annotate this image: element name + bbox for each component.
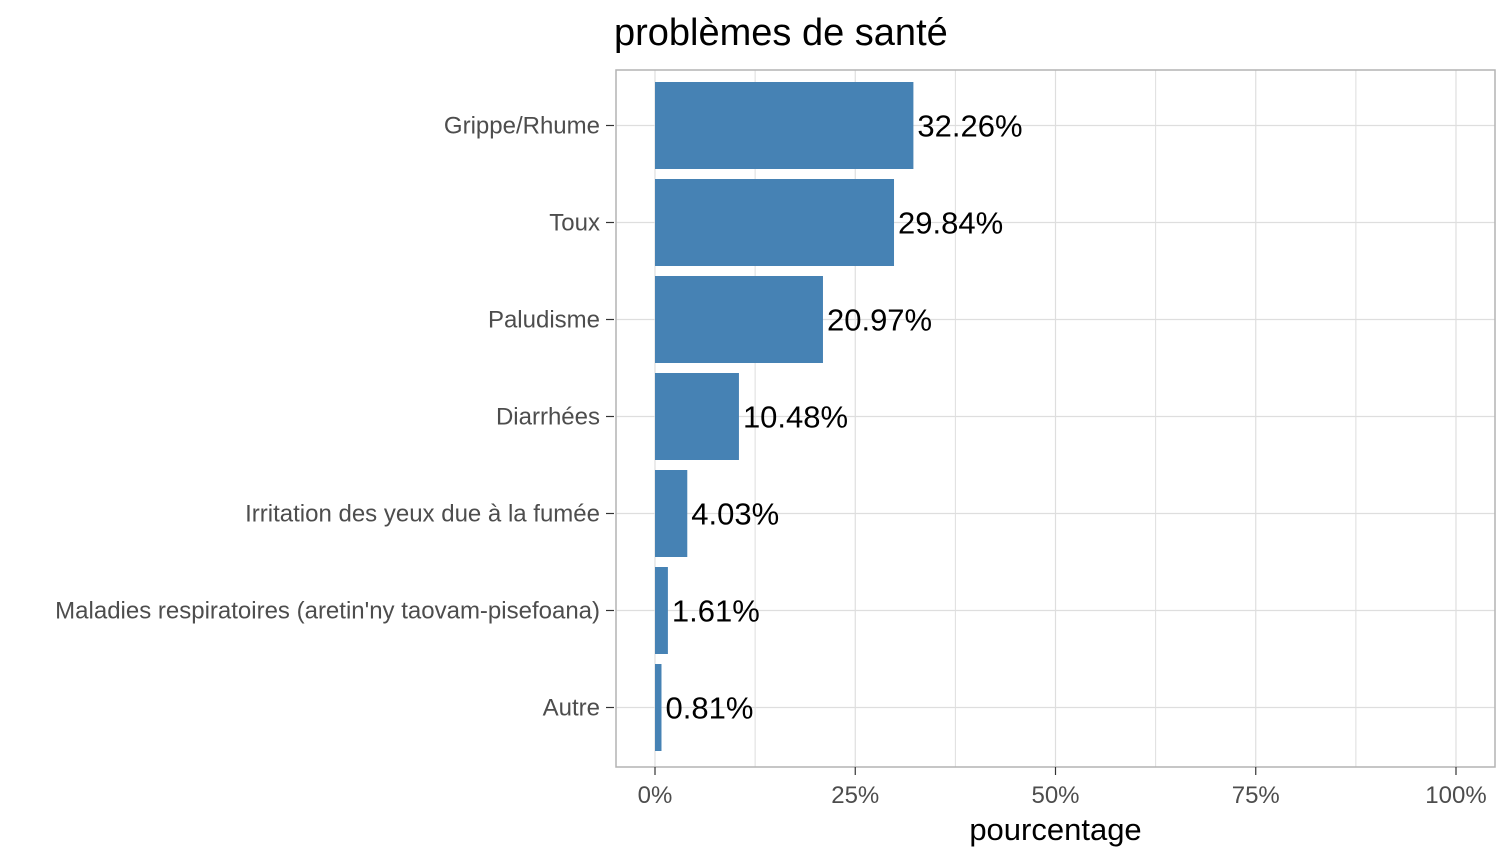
x-axis-ticks: 0% 25% 50% 75% 100% [638, 767, 1487, 809]
bar [655, 179, 895, 266]
y-tick-label: Toux [549, 210, 600, 237]
bar [655, 664, 662, 751]
x-axis-title: pourcentage [969, 812, 1141, 847]
bars [655, 82, 914, 751]
y-tick-label: Irritation des yeux due à la fumée [245, 501, 600, 528]
x-tick-label: 0% [638, 782, 673, 809]
y-tick-label: Diarrhées [496, 404, 600, 431]
bar [655, 567, 668, 654]
bar [655, 276, 823, 363]
grid-lines [616, 70, 1495, 767]
bar [655, 373, 739, 460]
data-label: 4.03% [691, 497, 779, 532]
data-label: 10.48% [743, 400, 848, 435]
y-tick-label: Maladies respiratoires (aretin'ny taovam… [55, 598, 600, 625]
y-tick-label: Paludisme [488, 307, 600, 334]
y-tick-label: Grippe/Rhume [444, 113, 600, 140]
x-tick-label: 75% [1232, 782, 1280, 809]
x-tick-label: 25% [831, 782, 879, 809]
x-tick-label: 50% [1031, 782, 1079, 809]
y-axis-categories: Grippe/Rhume Toux Paludisme Diarrhées Irrita… [55, 113, 614, 722]
data-label: 20.97% [827, 303, 932, 338]
x-tick-label: 100% [1425, 782, 1486, 809]
data-label: 32.26% [917, 109, 1022, 144]
y-tick-label: Autre [543, 695, 600, 722]
data-label: 29.84% [898, 206, 1003, 241]
bar [655, 82, 914, 169]
data-labels: 32.26% 29.84% 20.97% 10.48% 4.03% 1.61% 0.81% [665, 109, 1022, 726]
chart-title: problèmes de santé [614, 12, 948, 54]
data-label: 0.81% [665, 691, 753, 726]
data-label: 1.61% [672, 594, 760, 629]
bar [655, 470, 688, 557]
